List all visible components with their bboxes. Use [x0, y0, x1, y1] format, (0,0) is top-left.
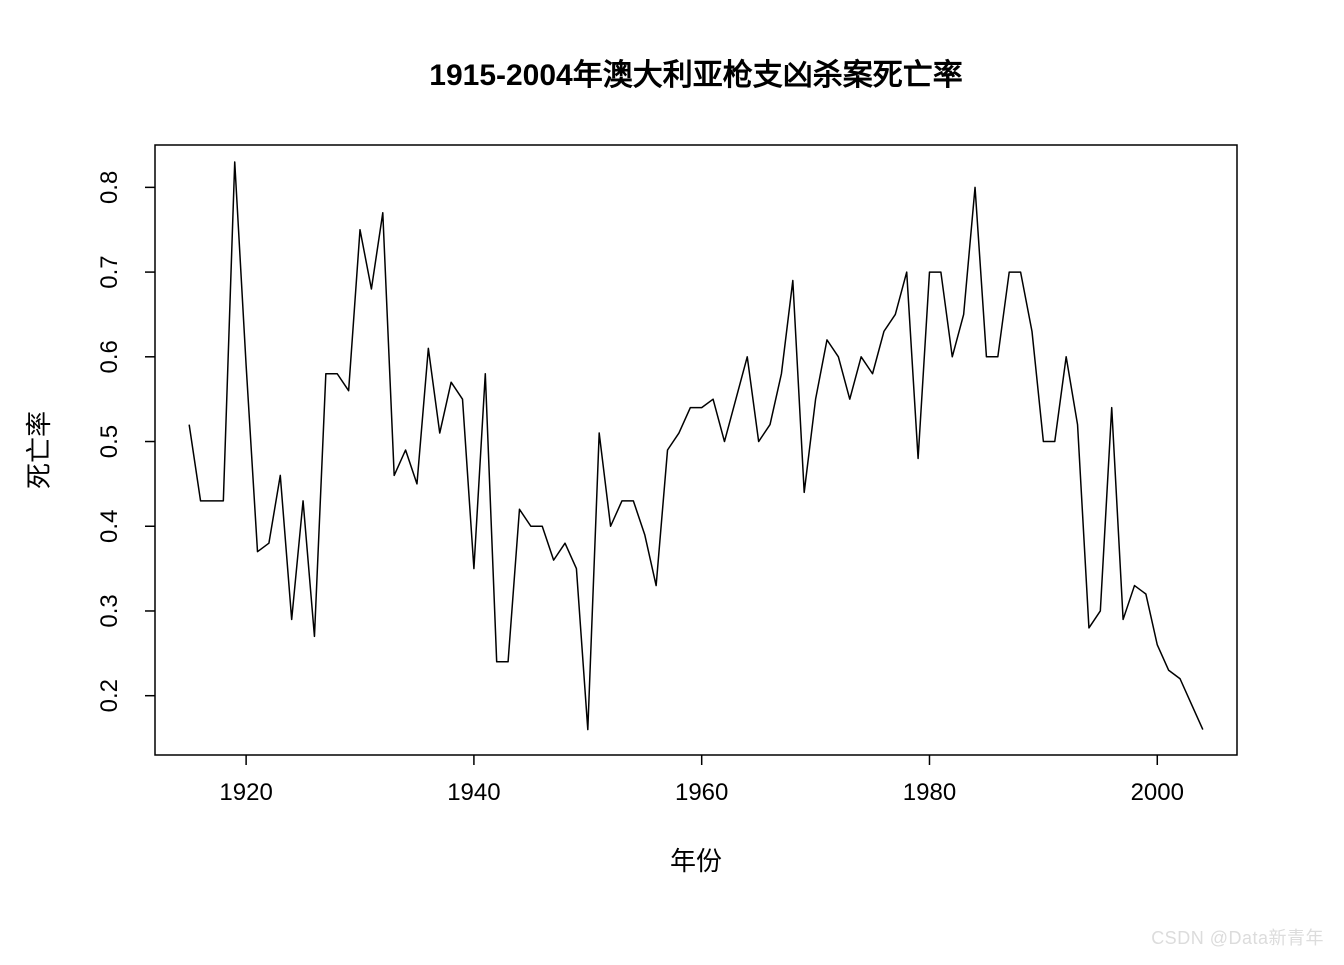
x-tick-label: 1940: [447, 779, 500, 806]
line-chart: 1915-2004年澳大利亚枪支凶杀案死亡率 1920 1940 1960 1980 20…: [0, 0, 1344, 960]
y-tick-label: 0.3: [96, 594, 123, 627]
chart-title: 1915-2004年澳大利亚枪支凶杀案死亡率: [429, 58, 962, 92]
y-axis-label: 死亡率: [24, 411, 54, 489]
x-tick-label: 1980: [903, 779, 956, 806]
plot-border: [155, 145, 1237, 755]
x-axis-label: 年份: [670, 846, 722, 876]
y-tick-label: 0.4: [96, 510, 123, 543]
y-tick-label: 0.8: [96, 171, 123, 204]
watermark: CSDN @Data新青年: [1151, 924, 1324, 950]
y-tick-label: 0.6: [96, 340, 123, 373]
x-tick-label: 2000: [1131, 779, 1184, 806]
chart-container: 1915-2004年澳大利亚枪支凶杀案死亡率 1920 1940 1960 1980 20…: [0, 0, 1344, 960]
y-tick-label: 0.2: [96, 679, 123, 712]
y-tick-label: 0.5: [96, 425, 123, 458]
data-line: [189, 162, 1203, 730]
x-tick-label: 1960: [675, 779, 728, 806]
x-tick-label: 1920: [219, 779, 272, 806]
y-tick-label: 0.7: [96, 255, 123, 288]
